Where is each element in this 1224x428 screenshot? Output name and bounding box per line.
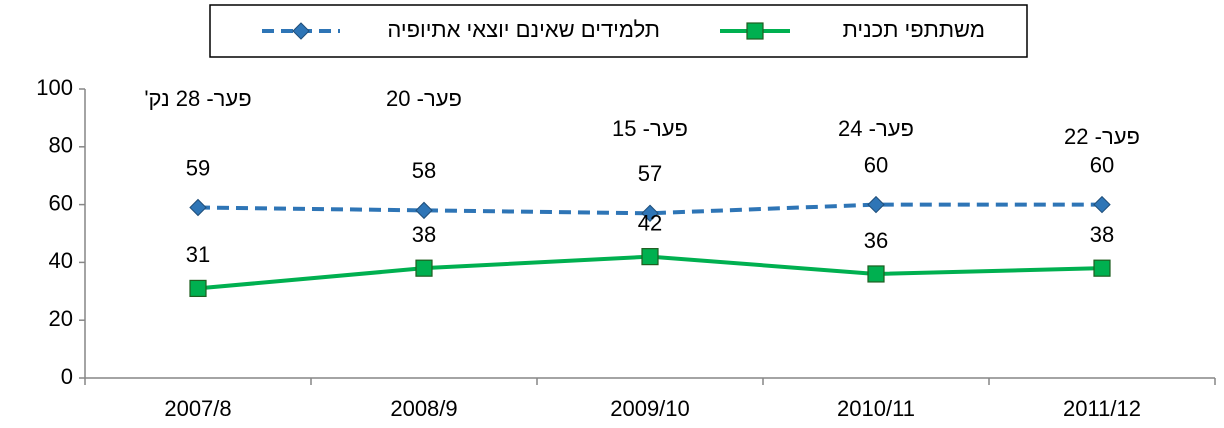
y-tick-label: 20 [49, 306, 73, 331]
data-label: 38 [412, 222, 436, 247]
legend-label: תלמידים שאינם יוצאי אתיופיה [387, 17, 660, 42]
point [867, 195, 885, 214]
point [189, 279, 207, 298]
x-tick-label: 2008/9 [390, 396, 457, 421]
point [415, 259, 433, 277]
point [1093, 195, 1111, 214]
annotation: פער- 24 [838, 116, 914, 141]
x-tick-label: 2010/11 [837, 396, 915, 421]
annotation: פער- 22 [1064, 124, 1140, 149]
point [867, 265, 885, 283]
annotation: פער- 15 [612, 116, 688, 141]
point [1093, 259, 1111, 277]
point [189, 198, 207, 217]
data-label: 57 [638, 161, 662, 186]
x-tick-label: 2007/8 [164, 396, 231, 421]
point [641, 248, 659, 266]
legend-label: משתתפי תכנית [843, 17, 985, 42]
y-tick-label: 100 [36, 75, 73, 100]
y-tick-label: 80 [49, 133, 73, 158]
point [415, 201, 433, 220]
data-label: 36 [864, 228, 888, 253]
y-tick-label: 60 [49, 190, 73, 215]
data-label: 59 [186, 155, 210, 180]
y-tick-label: 0 [61, 364, 73, 389]
data-label: 38 [1090, 222, 1114, 247]
data-label: 31 [186, 242, 210, 267]
legend-box [209, 4, 1028, 58]
legend-marker [292, 22, 310, 40]
x-tick-label: 2009/10 [610, 396, 690, 421]
data-label: 60 [1090, 152, 1114, 177]
data-label: 60 [864, 152, 888, 177]
x-tick-label: 2011/12 [1063, 396, 1141, 421]
data-label: 58 [412, 158, 436, 183]
y-tick-label: 40 [49, 248, 73, 273]
annotation: פער- 20 [386, 86, 462, 111]
annotation: פער- 28 נק' [144, 86, 251, 111]
legend-marker [746, 22, 764, 40]
data-label: 42 [638, 210, 662, 235]
point [641, 204, 659, 222]
